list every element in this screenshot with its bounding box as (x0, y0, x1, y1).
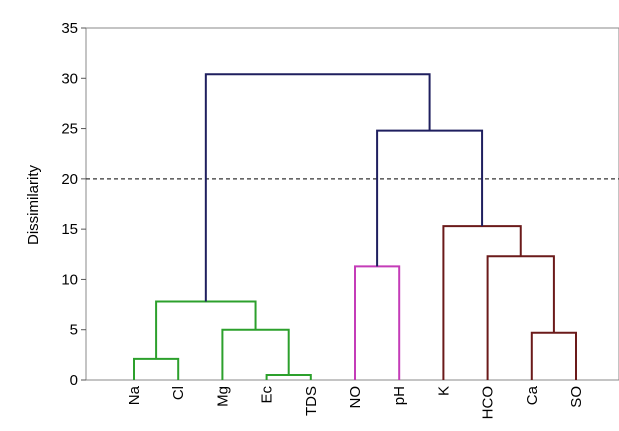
leaf-label: Cl (170, 386, 187, 400)
leaf-label: HCO (480, 386, 497, 419)
y-axis-label: Dissimilarity (25, 165, 42, 245)
y-tick-label: 0 (70, 372, 78, 389)
leaf-label: Mg (214, 386, 231, 407)
y-tick-label: 15 (61, 221, 78, 238)
leaf-label: K (435, 386, 452, 396)
dendrogram-link (204, 73, 431, 302)
leaf-label: TDS (303, 386, 320, 416)
leaf-label: SO (568, 386, 585, 408)
y-tick-label: 10 (61, 271, 78, 288)
y-tick-label: 25 (61, 121, 78, 138)
dendrogram-link (442, 225, 522, 380)
y-tick-label: 35 (61, 20, 78, 37)
y-tick-label: 20 (61, 171, 78, 188)
y-tick-label: 5 (70, 322, 78, 339)
dendrogram-link (376, 129, 484, 267)
y-tick-label: 30 (61, 70, 78, 87)
leaf-label: pH (391, 386, 408, 405)
leaf-label: NO (347, 386, 364, 409)
plot-frame (85, 27, 619, 381)
leaf-label: Ca (524, 385, 541, 405)
leaf-label: Ec (259, 386, 276, 404)
plot-area: 0 5 10 15 20 25 30 35 Na Cl Mg Ec TDS NO pH K HCO Ca SO (61, 20, 619, 419)
leaf-label: Na (126, 385, 143, 405)
